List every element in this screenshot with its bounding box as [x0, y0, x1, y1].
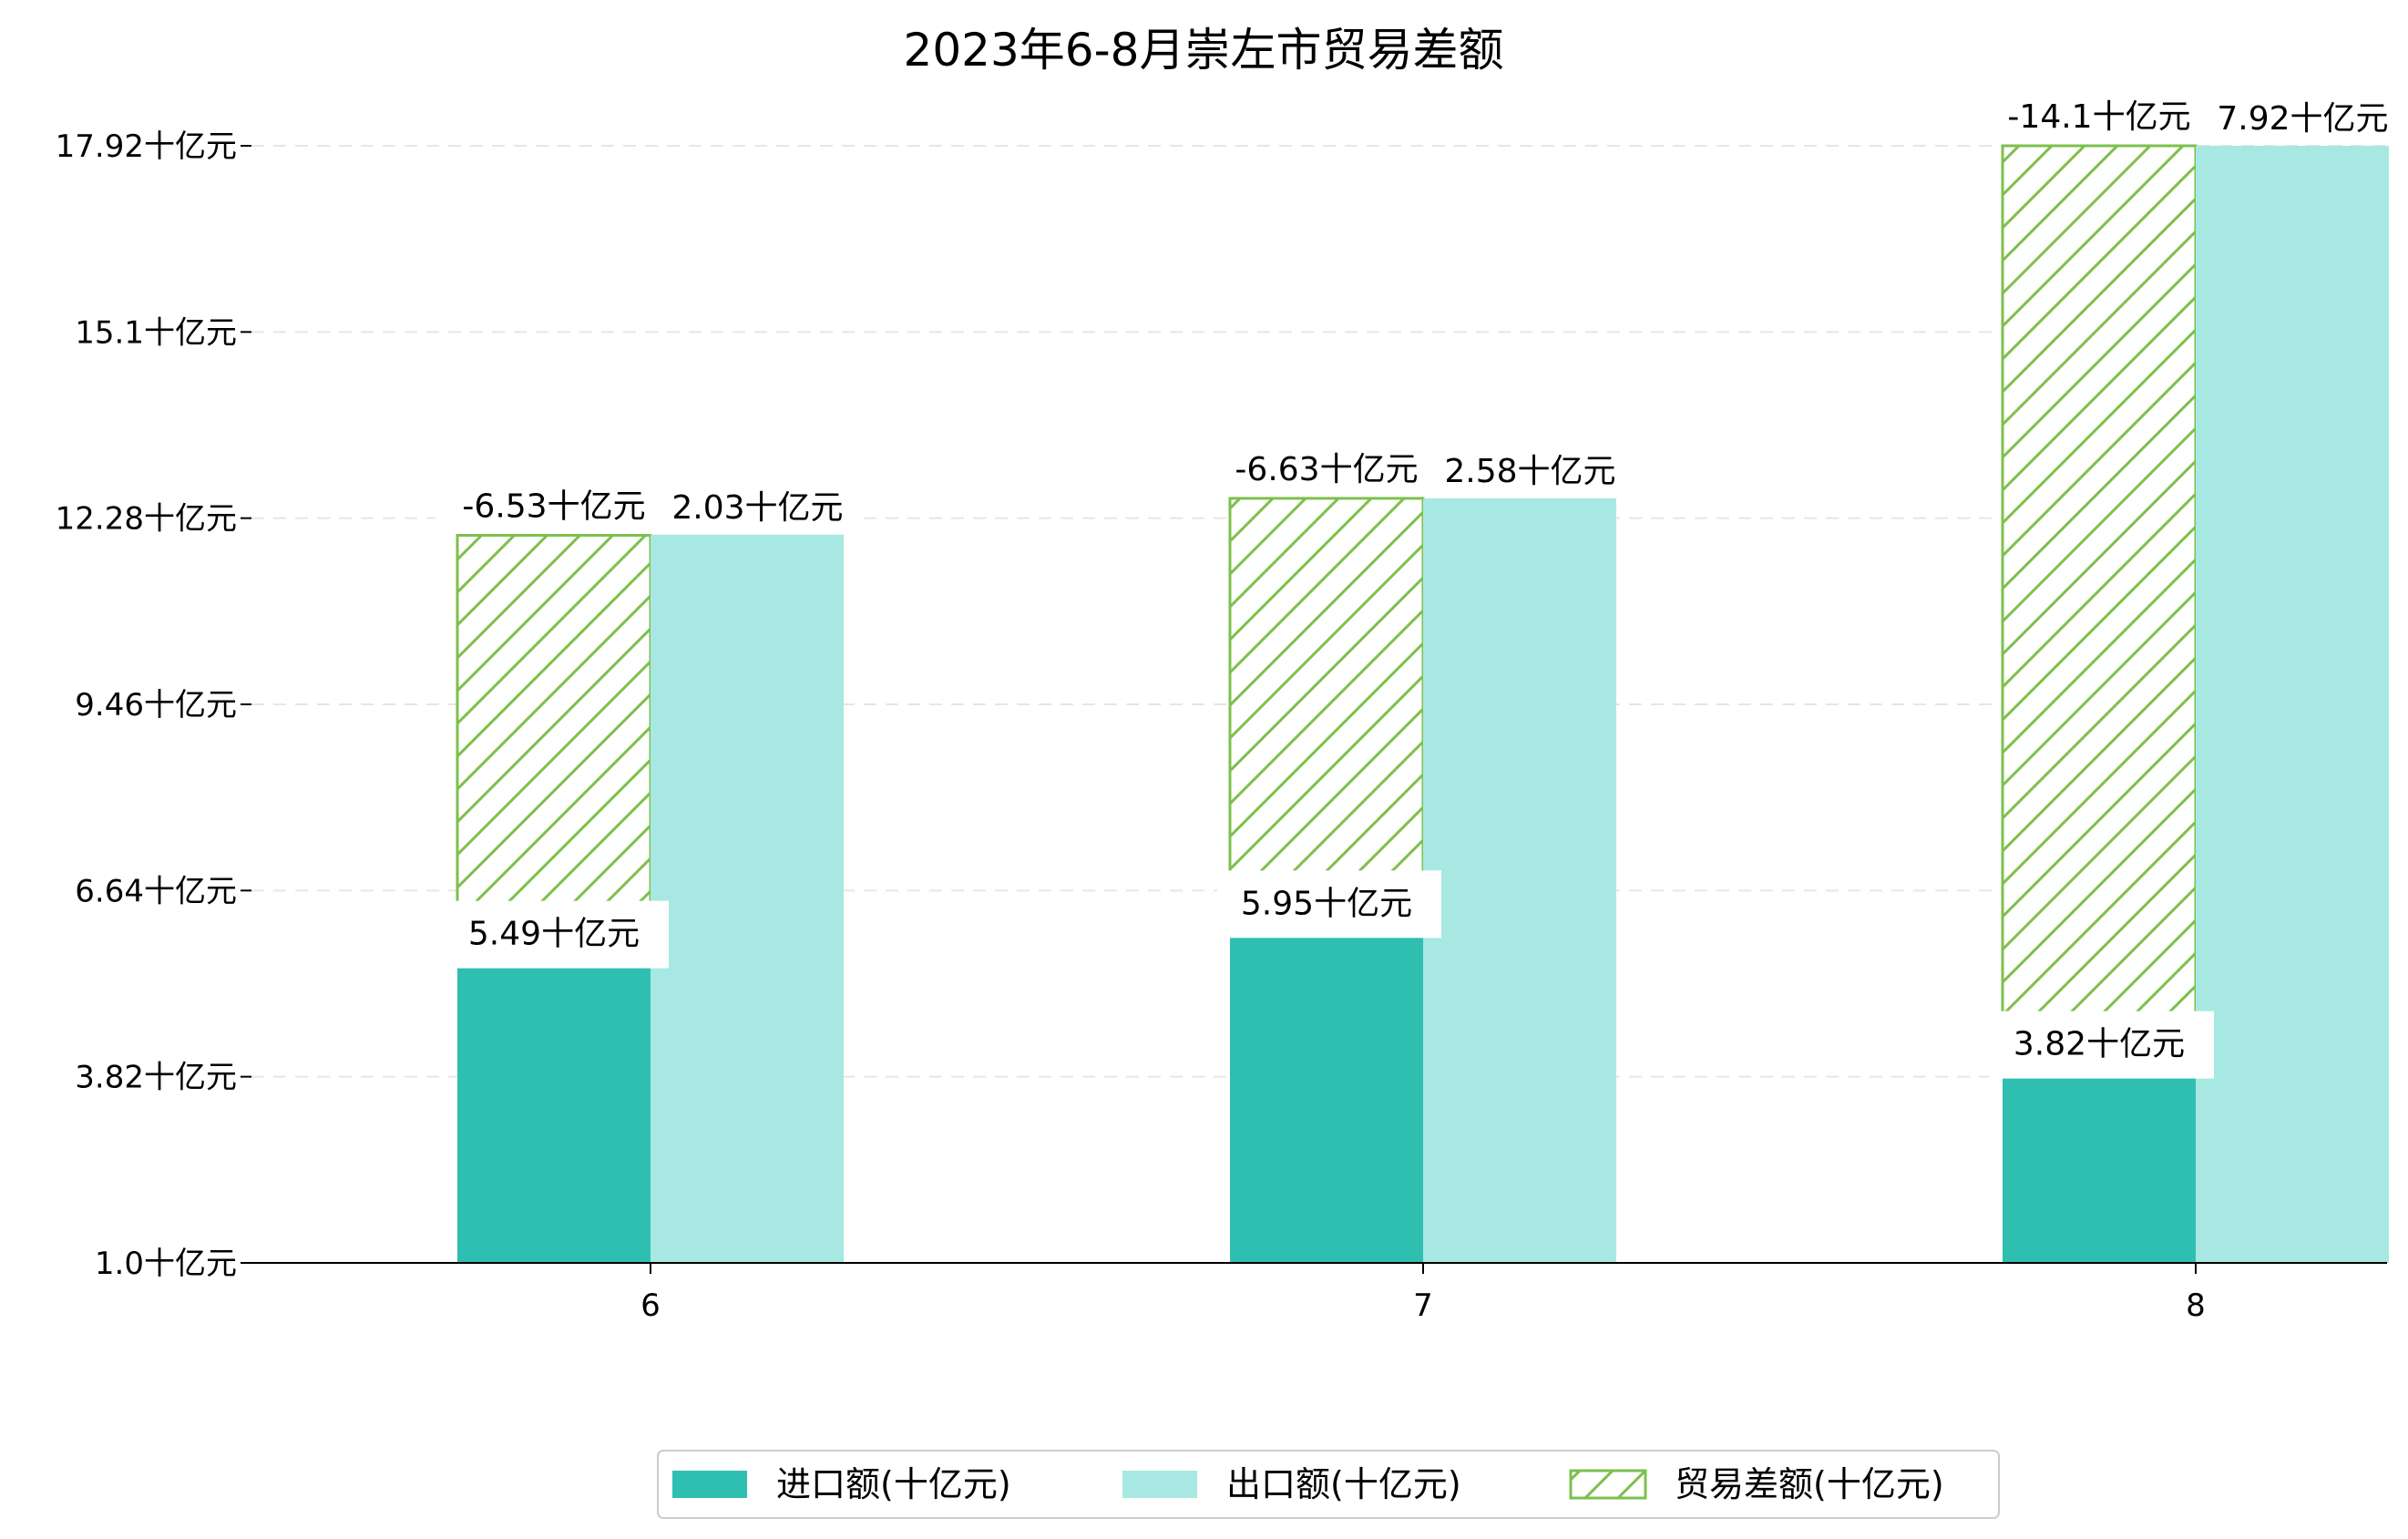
y-tick-label: 1.0十亿元 [95, 1246, 237, 1282]
legend-swatch-balance [1569, 1469, 1647, 1500]
y-tick-label: 17.92十亿元 [56, 128, 237, 165]
y-axis: 1.0十亿元 3.82十亿元 6.64十亿元 9.46十亿元 12.28十亿元 15.1十… [56, 128, 251, 1282]
data-label-bg [1208, 439, 1445, 495]
data-label-balance: -14.1十亿元 [2007, 98, 2190, 136]
data-label-export: 12.58十亿元 [1423, 453, 1615, 490]
bar-export [2196, 146, 2389, 1263]
y-tick-label: 15.1十亿元 [75, 314, 237, 351]
x-tick-label: 6 [640, 1288, 661, 1324]
x-tick-label: 8 [2186, 1288, 2206, 1324]
legend-label-export: 出口额(十亿元) [1226, 1464, 1461, 1504]
data-label-export: 12.03十亿元 [651, 489, 843, 527]
data-labels: 12.03十亿元-6.53十亿元 5.49十亿元 12.58十亿元-6.63十亿元 5… [435, 87, 2402, 1079]
legend-swatch-import [672, 1471, 747, 1498]
legend: 进口额(十亿元) 出口额(十亿元) 贸易差额(十亿元) [657, 1450, 2000, 1519]
data-label-bg [2183, 93, 2402, 142]
y-tick-label: 6.64十亿元 [75, 873, 237, 909]
bar-export [1423, 498, 1616, 1263]
data-label-export: 17.92十亿元 [2196, 100, 2388, 138]
legend-label-balance: 贸易差额(十亿元) [1675, 1464, 1944, 1504]
bar-balance [456, 534, 652, 969]
data-label-bg [445, 900, 669, 969]
data-label-import: 5.49十亿元 [468, 916, 640, 953]
bar-balance [2001, 144, 2198, 1079]
data-label-import: 3.82十亿元 [2013, 1026, 2185, 1063]
y-tick-label: 12.28十亿元 [56, 501, 237, 538]
bar-import [457, 966, 651, 1263]
bar-import [2003, 1076, 2196, 1263]
data-label-bg [1990, 1011, 2214, 1079]
legend-label-import: 进口额(十亿元) [776, 1464, 1011, 1504]
bars [456, 144, 2389, 1263]
bar-balance [1228, 497, 1425, 938]
data-label-bg [1410, 445, 1629, 495]
data-label-bg [638, 481, 856, 531]
bar-import [1230, 936, 1423, 1263]
legend-swatch-export [1122, 1471, 1197, 1498]
x-tick-label: 7 [1413, 1288, 1433, 1324]
y-tick-label: 9.46十亿元 [75, 687, 237, 723]
x-axis: 6 7 8 [251, 1262, 2387, 1324]
data-label-balance: -6.53十亿元 [462, 488, 645, 526]
y-tick-label: 3.82十亿元 [75, 1060, 237, 1096]
chart-title: 2023年6-8月崇左市贸易差额 [904, 24, 1504, 77]
data-label-bg [435, 477, 672, 532]
data-label-bg [1981, 87, 2218, 142]
data-label-import: 5.95十亿元 [1241, 885, 1412, 922]
data-label-balance: -6.63十亿元 [1235, 451, 1418, 488]
data-label-bg [1217, 870, 1441, 939]
legend-frame [657, 1450, 2000, 1519]
bar-export [651, 534, 844, 1263]
